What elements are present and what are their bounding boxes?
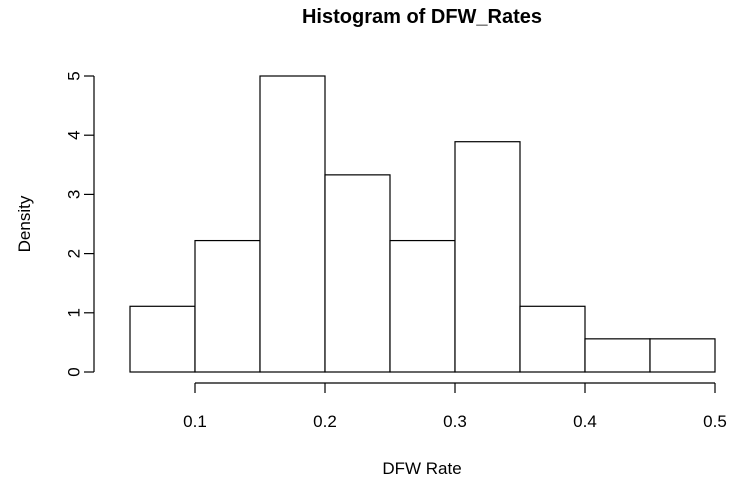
x-tick-label: 0.5	[703, 412, 727, 431]
y-tick-label: 4	[65, 130, 84, 139]
histogram-bar	[454, 141, 521, 373]
y-tick-label: 0	[65, 367, 84, 376]
histogram-bar	[519, 305, 586, 373]
histogram-bar	[259, 75, 326, 373]
histogram-bar	[129, 305, 196, 373]
y-tick-label: 2	[65, 249, 84, 258]
y-tick-label: 3	[65, 190, 84, 199]
y-axis: 0 1 2 3 4 5	[65, 71, 95, 377]
x-axis: 0.1 0.2 0.3 0.4 0.5	[183, 382, 727, 431]
bars-group	[129, 75, 716, 373]
x-tick-label: 0.2	[313, 412, 337, 431]
y-axis-label: Density	[15, 195, 34, 252]
x-tick-label: 0.3	[443, 412, 467, 431]
chart-title: Histogram of DFW_Rates	[302, 6, 542, 28]
x-tick-label: 0.1	[183, 412, 207, 431]
histogram-bar	[584, 338, 651, 373]
histogram-bar	[389, 239, 456, 373]
histogram-bar	[324, 174, 391, 373]
x-tick-label: 0.4	[573, 412, 597, 431]
histogram-bar	[649, 338, 716, 373]
y-tick-label: 5	[65, 71, 84, 80]
histogram-bar	[194, 239, 261, 373]
x-axis-label: DFW Rate	[382, 459, 461, 478]
y-tick-label: 1	[65, 308, 84, 317]
